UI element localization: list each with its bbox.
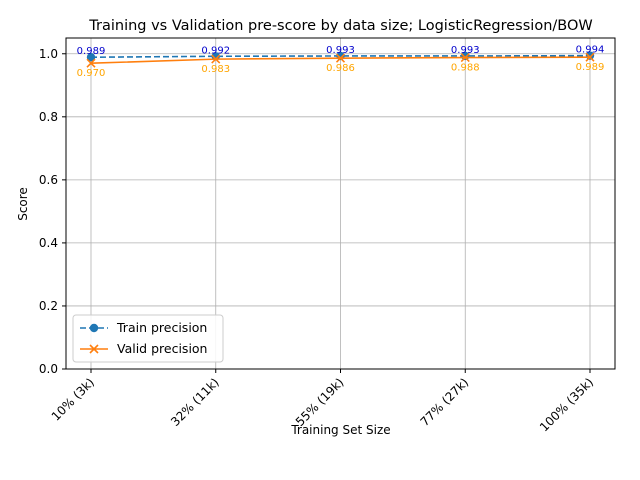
y-tick-label: 0.2 <box>39 299 58 313</box>
y-tick-label: 0.8 <box>39 110 58 124</box>
x-tick-label: 55% (19k) <box>293 375 347 429</box>
data-point <box>460 52 470 63</box>
data-point <box>86 58 96 68</box>
legend-marker <box>89 344 99 354</box>
marker-stroke <box>585 52 595 62</box>
legend-label: Train precision <box>116 320 207 335</box>
chart-title: Training vs Validation pre-score by data… <box>88 18 592 34</box>
data-label: 0.989 <box>576 62 605 73</box>
legend-label: Valid precision <box>117 341 208 356</box>
data-label: 0.970 <box>77 68 106 79</box>
marker-stroke <box>335 53 346 63</box>
x-tick-label: 100% (35k) <box>537 375 596 434</box>
data-label: 0.989 <box>77 46 106 57</box>
y-axis: 0.0 0.2 0.4 0.6 0.8 1.0 <box>39 47 66 376</box>
x-tick-label: 77% (27k) <box>418 375 472 429</box>
data-point <box>86 53 96 62</box>
series-line-0 <box>90 54 591 59</box>
y-axis-label: Score <box>16 187 30 221</box>
marker-stroke <box>211 54 221 64</box>
data-label: 0.992 <box>201 45 230 56</box>
marker-stroke <box>460 52 470 63</box>
legend-box <box>72 314 224 363</box>
data-label: 0.993 <box>451 45 480 56</box>
data-label: 0.986 <box>326 63 355 74</box>
data-point <box>335 53 346 63</box>
data-label: 0.983 <box>201 64 230 75</box>
y-tick-label: 0.4 <box>39 236 58 250</box>
data-label: 0.988 <box>451 63 480 74</box>
x-tick-label: 10% (3k) <box>49 375 97 423</box>
y-tick-label: 0.6 <box>39 173 58 187</box>
data-point <box>211 54 221 64</box>
data-label: 0.994 <box>576 45 605 56</box>
marker-stroke <box>89 344 99 354</box>
data-label: 0.993 <box>326 45 355 56</box>
y-tick-label: 0.0 <box>39 362 58 376</box>
data-point <box>585 52 595 62</box>
x-axis-label: Training Set Size <box>290 423 390 437</box>
series-layer <box>86 51 595 68</box>
legend-marker <box>89 323 99 333</box>
marker-stroke <box>86 58 96 68</box>
x-tick-label: 32% (11k) <box>168 375 222 429</box>
data-labels: 0.989 0.992 0.993 0.993 0.994 0.970 0.983 0.986… <box>77 45 605 80</box>
y-tick-label: 1.0 <box>39 47 58 61</box>
legend: Train precision Valid precision <box>72 314 224 363</box>
